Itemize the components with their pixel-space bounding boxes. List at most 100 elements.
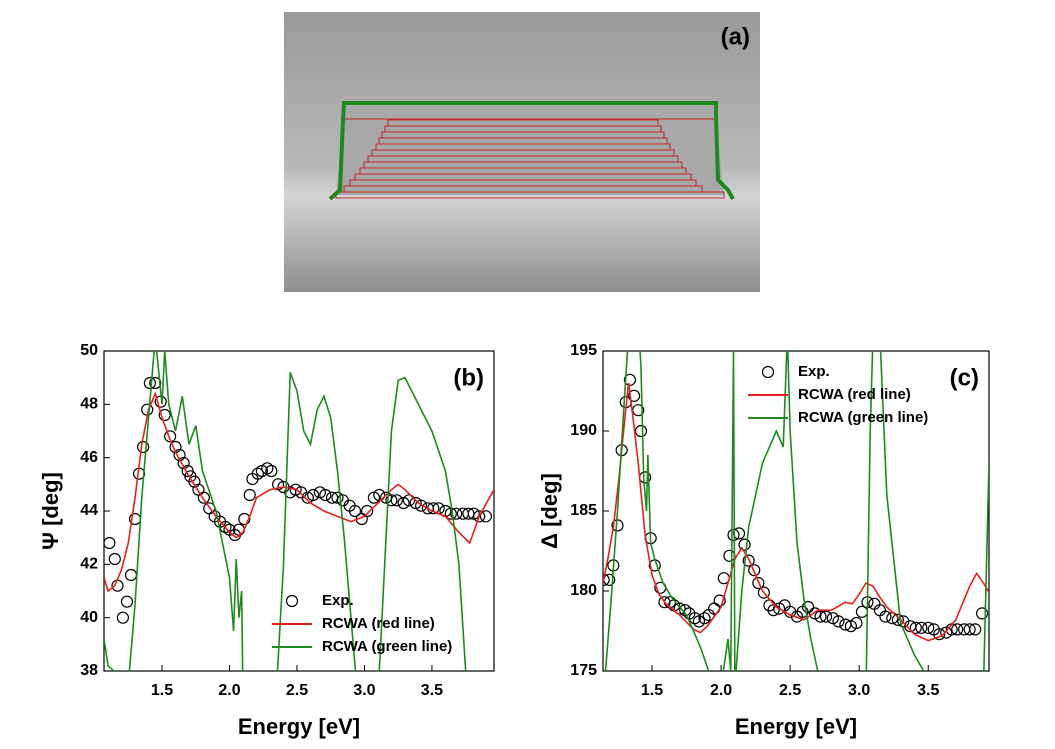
- data-point: [879, 610, 892, 623]
- legend-swatch: [285, 594, 299, 608]
- legend-label: Exp.: [798, 363, 830, 380]
- sem-image: (a): [284, 12, 760, 292]
- data-point: [373, 488, 386, 502]
- data-point: [757, 586, 770, 599]
- data-point: [975, 607, 989, 620]
- data-point: [104, 536, 116, 550]
- data-point: [124, 568, 138, 582]
- data-point: [922, 621, 935, 634]
- panel-label: (a): [721, 23, 750, 50]
- data-point: [623, 373, 637, 386]
- y-tick-label: 175: [570, 662, 597, 679]
- x-axis-label: Energy [eV]: [735, 714, 857, 739]
- data-point: [634, 424, 648, 438]
- data-point: [742, 554, 755, 567]
- data-point: [361, 504, 374, 518]
- data-point: [415, 499, 428, 512]
- chart: 38 40 42 44 46 48 50 1.5 2.0 2.5 3.0 3.5 Energy [eV]…: [38, 342, 495, 739]
- y-tick-label: 190: [570, 422, 597, 439]
- data-point: [116, 611, 129, 624]
- data-point: [698, 612, 711, 625]
- sem-structure: [336, 103, 724, 195]
- y-tick-label: 48: [80, 396, 98, 413]
- y-tick-label: 46: [80, 449, 98, 466]
- data-point: [348, 504, 362, 518]
- data-point: [679, 604, 692, 617]
- data-point: [969, 623, 982, 636]
- data-point: [723, 549, 736, 562]
- x-tick-label: 3.5: [917, 682, 939, 699]
- data-point: [108, 552, 121, 566]
- data-point: [688, 612, 701, 625]
- x-tick-label: 2.0: [218, 682, 240, 699]
- series-line: [104, 391, 494, 593]
- red-layers: [335, 102, 725, 199]
- y-tick-label: 185: [570, 502, 597, 519]
- data-point: [149, 376, 162, 390]
- legend-label: RCWA (red line): [798, 386, 911, 403]
- data-point: [402, 494, 416, 507]
- x-tick-label: 2.0: [710, 682, 732, 699]
- y-tick-label: 180: [570, 582, 597, 599]
- data-point: [307, 488, 320, 502]
- y-tick-label: 38: [80, 662, 98, 679]
- data-point: [120, 595, 134, 608]
- data-point: [143, 376, 156, 390]
- green-outline: [328, 101, 735, 201]
- data-point: [479, 510, 493, 523]
- data-point: [385, 494, 398, 507]
- data-point: [238, 512, 251, 526]
- data-point: [891, 613, 904, 626]
- x-tick-label: 3.5: [421, 682, 443, 699]
- data-point: [951, 623, 964, 636]
- series-line: [603, 382, 989, 642]
- data-point: [164, 430, 177, 443]
- data-point: [915, 621, 928, 634]
- y-tick-label: 42: [80, 556, 98, 573]
- y-tick-label: 195: [570, 342, 597, 359]
- legend-label: RCWA (green line): [798, 409, 928, 426]
- data-point: [850, 616, 863, 630]
- data-point: [265, 464, 278, 478]
- data-point: [390, 494, 403, 507]
- legend-label: RCWA (red line): [322, 615, 435, 632]
- data-point: [832, 615, 845, 628]
- y-tick-label: 44: [80, 502, 98, 519]
- x-tick-label: 2.5: [779, 682, 801, 699]
- data-point: [801, 600, 815, 614]
- x-tick-label: 3.0: [848, 682, 870, 699]
- panel-label: (c): [950, 364, 979, 391]
- data-point: [473, 510, 486, 523]
- x-tick-label: 3.0: [353, 682, 375, 699]
- data-point: [627, 389, 641, 402]
- data-point: [243, 488, 256, 502]
- y-axis-label: Δ [deg]: [537, 473, 562, 549]
- x-tick-label: 1.5: [641, 682, 663, 699]
- data-point: [158, 408, 171, 422]
- data-point: [752, 576, 765, 590]
- x-axis-label: Energy [eV]: [238, 714, 360, 739]
- legend-label: Exp.: [322, 592, 354, 609]
- data-point: [450, 507, 463, 520]
- data-point: [748, 564, 761, 577]
- plot-area: [603, 351, 989, 671]
- x-tick-label: 2.5: [286, 682, 308, 699]
- data-point: [814, 610, 827, 623]
- data-point: [603, 573, 610, 586]
- data-point: [197, 491, 210, 504]
- data-point: [963, 623, 976, 636]
- data-point: [909, 621, 922, 634]
- data-point: [933, 628, 946, 641]
- legend-swatch: [761, 365, 775, 379]
- series-line: [604, 351, 989, 671]
- x-tick-label: 1.5: [151, 682, 173, 699]
- data-point: [177, 456, 190, 470]
- y-tick-label: 50: [80, 342, 98, 359]
- y-tick-label: 40: [80, 609, 98, 626]
- panel-label: (b): [453, 364, 484, 391]
- data-point: [738, 538, 751, 551]
- y-axis-label: Ψ [deg]: [38, 472, 63, 550]
- data-point: [819, 610, 833, 623]
- data-point: [713, 594, 726, 607]
